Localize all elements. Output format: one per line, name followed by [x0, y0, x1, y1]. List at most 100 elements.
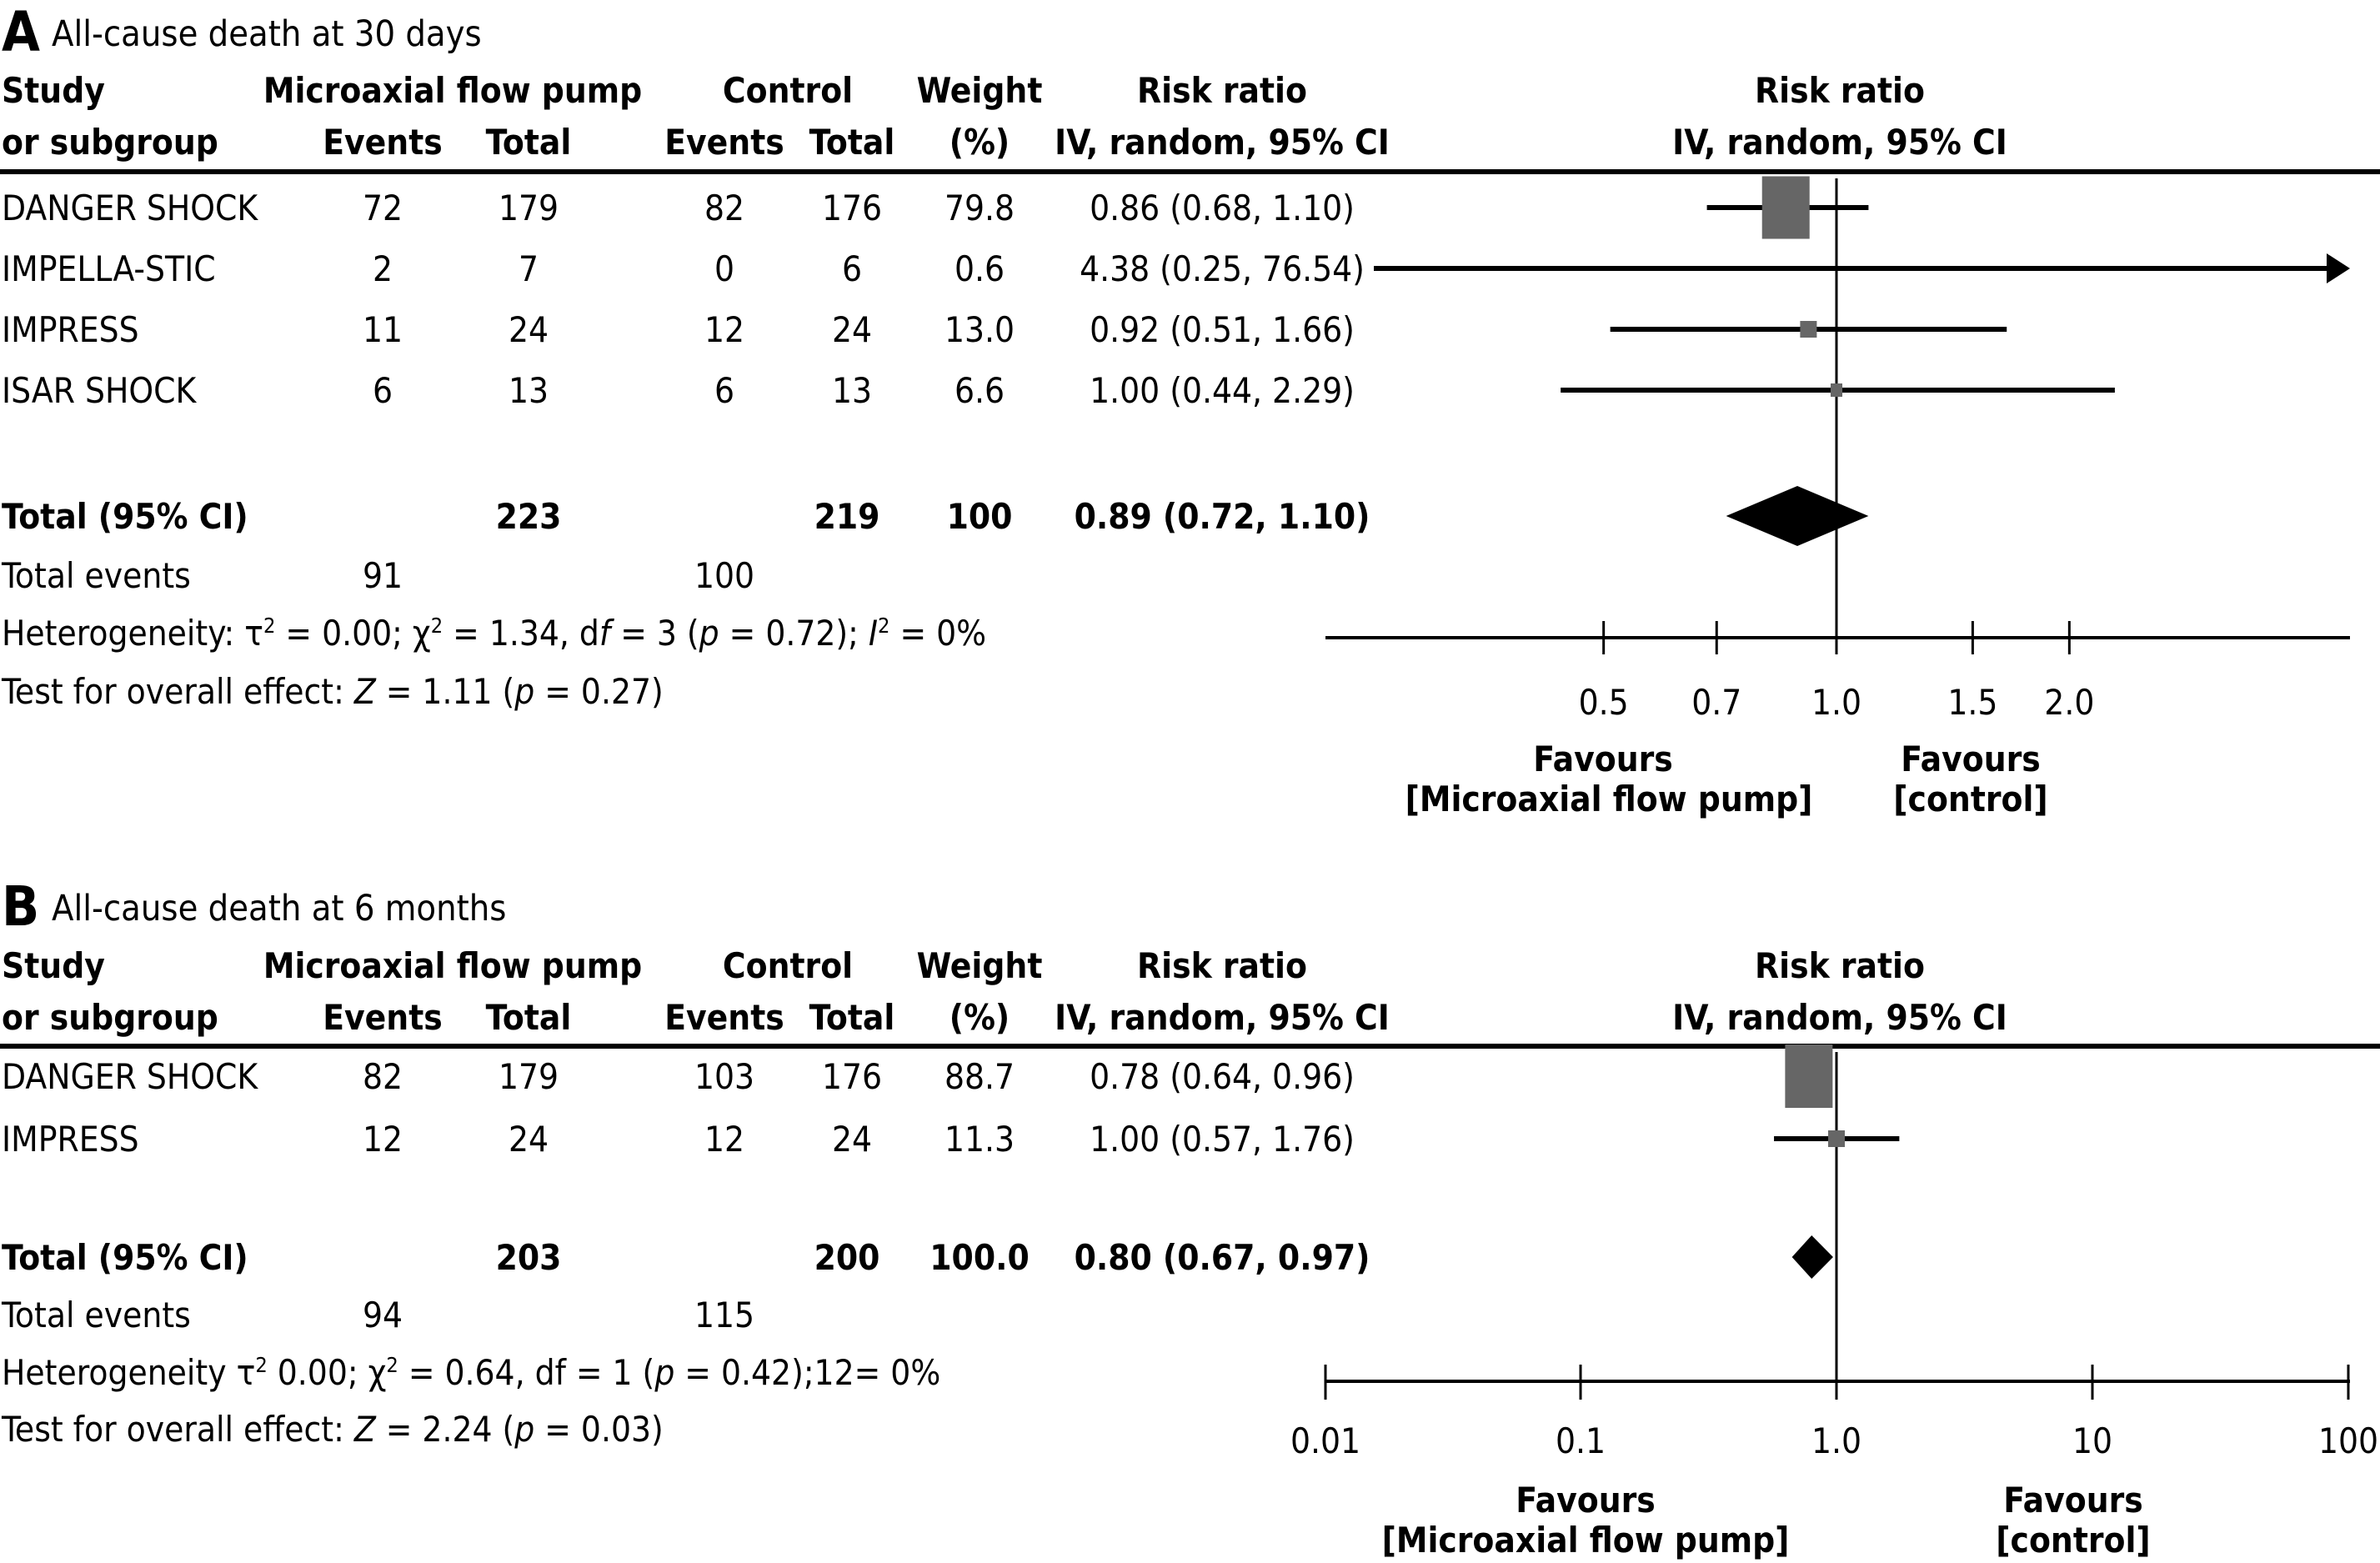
study-name: IMPRESS	[2, 309, 139, 350]
header-weight-unit: (%)	[949, 997, 1010, 1038]
overall-effect: Test for overall effect: Z = 2.24 (p = 0…	[2, 1409, 664, 1450]
header-ctrl-events: Events	[664, 122, 784, 163]
header-control-group: Control	[722, 70, 854, 111]
study-name: IMPRESS	[2, 1119, 139, 1160]
pump-events: 6	[372, 370, 393, 411]
risk-ratio-ci: 4.38 (0.25, 76.54)	[1080, 248, 1365, 289]
x-axis-tick-label: 0.1	[1555, 1420, 1606, 1461]
study-weight-square	[1800, 321, 1817, 338]
x-axis-tick-label: 0.01	[1290, 1420, 1361, 1461]
ctrl-total: 176	[821, 1056, 883, 1097]
study-name: IMPELLA-STIC	[2, 248, 216, 289]
pump-total: 7	[518, 248, 539, 289]
total-events-pump: 91	[362, 555, 403, 596]
weight: 0.6	[954, 248, 1005, 289]
risk-ratio-ci: 1.00 (0.57, 1.76)	[1090, 1119, 1355, 1160]
pooled-estimate-diamond	[1791, 1235, 1833, 1279]
study-name: ISAR SHOCK	[2, 370, 197, 411]
header-pump-total: Total	[485, 122, 572, 163]
header-risk-ratio-method: IV, random, 95% CI	[1055, 997, 1390, 1038]
header-pump-group: Microaxial flow pump	[263, 70, 643, 111]
total-weight: 100.0	[929, 1237, 1030, 1278]
ctrl-events: 82	[704, 188, 745, 228]
total-label: Total (95% CI)	[2, 496, 248, 537]
header-subgroup: or subgroup	[2, 122, 218, 163]
x-axis-tick-label: 10	[2072, 1420, 2113, 1461]
total-rr: 0.89 (0.72, 1.10)	[1074, 496, 1370, 537]
x-axis-tick-label: 1.0	[1811, 1420, 1862, 1461]
total-events-ctrl: 100	[694, 555, 755, 596]
pump-total: 13	[508, 370, 549, 411]
study-weight-square	[1831, 383, 1842, 397]
pump-total: 24	[508, 1119, 549, 1160]
pump-events: 2	[372, 248, 393, 289]
header-plot-risk-ratio: Risk ratio	[1755, 945, 1925, 986]
header-ctrl-total: Total	[809, 997, 895, 1038]
favours-left-line1: Favours	[1516, 1480, 1656, 1520]
pump-events: 72	[362, 188, 403, 228]
weight: 13.0	[944, 309, 1015, 350]
favours-right-line2: [control]	[1893, 779, 2048, 819]
header-ctrl-total: Total	[809, 122, 895, 163]
ctrl-events: 0	[714, 248, 735, 289]
pump-total: 24	[508, 309, 549, 350]
risk-ratio-ci: 1.00 (0.44, 2.29)	[1090, 370, 1355, 411]
x-axis-tick-label: 1.5	[1947, 682, 1998, 723]
ctrl-events: 12	[704, 309, 745, 350]
weight: 11.3	[944, 1119, 1015, 1160]
total-events-ctrl: 115	[694, 1295, 755, 1335]
header-subgroup: or subgroup	[2, 997, 218, 1038]
risk-ratio-ci: 0.78 (0.64, 0.96)	[1090, 1056, 1355, 1097]
header-pump-events: Events	[323, 122, 443, 163]
header-risk-ratio: Risk ratio	[1137, 945, 1307, 986]
ctrl-events: 103	[694, 1056, 755, 1097]
study-weight-square	[1828, 1130, 1845, 1147]
header-control-group: Control	[722, 945, 854, 986]
total-events-pump: 94	[362, 1295, 403, 1335]
header-weight: Weight	[916, 70, 1043, 111]
x-axis-tick-label: 0.5	[1578, 682, 1629, 723]
favours-right-line1: Favours	[2003, 1480, 2143, 1520]
header-plot-risk-ratio: Risk ratio	[1755, 70, 1925, 111]
total-label: Total (95% CI)	[2, 1237, 248, 1278]
x-axis-tick-label: 1.0	[1811, 682, 1862, 723]
ctrl-total: 24	[831, 309, 873, 350]
x-axis-tick-label: 0.7	[1691, 682, 1742, 723]
pooled-estimate-diamond	[1726, 486, 1869, 546]
x-axis-tick-label: 100	[2317, 1420, 2379, 1461]
favours-right-line1: Favours	[1901, 739, 2041, 779]
header-weight-unit: (%)	[949, 122, 1010, 163]
pump-total: 179	[498, 188, 559, 228]
header-risk-ratio: Risk ratio	[1137, 70, 1307, 111]
pump-events: 82	[362, 1056, 403, 1097]
header-weight: Weight	[916, 945, 1043, 986]
panel-title: All-cause death at 6 months	[52, 888, 507, 929]
ctrl-total: 24	[831, 1119, 873, 1160]
heterogeneity: Heterogeneity τ2 0.00; χ2 = 0.64, df = 1…	[2, 1352, 941, 1393]
x-axis-tick-label: 2.0	[2044, 682, 2095, 723]
total-events-label: Total events	[2, 555, 191, 596]
panel-letter: A	[2, 0, 40, 64]
ctrl-total: 13	[831, 370, 873, 411]
pump-total: 179	[498, 1056, 559, 1097]
total-rr: 0.80 (0.67, 0.97)	[1074, 1237, 1370, 1278]
risk-ratio-ci: 0.92 (0.51, 1.66)	[1090, 309, 1355, 350]
total-ctrl: 219	[814, 496, 880, 537]
ctrl-events: 6	[714, 370, 735, 411]
ctrl-total: 6	[841, 248, 863, 289]
total-ctrl: 200	[814, 1237, 880, 1278]
total-weight: 100	[946, 496, 1013, 537]
header-pump-events: Events	[323, 997, 443, 1038]
panel-title: All-cause death at 30 days	[52, 13, 482, 55]
study-weight-square	[1785, 1045, 1833, 1108]
total-events-label: Total events	[2, 1295, 191, 1335]
overall-effect: Test for overall effect: Z = 1.11 (p = 0…	[2, 671, 664, 712]
header-pump-group: Microaxial flow pump	[263, 945, 643, 986]
header-study: Study	[2, 70, 105, 111]
panel-letter: B	[2, 874, 40, 939]
weight: 88.7	[944, 1056, 1015, 1097]
header-ctrl-events: Events	[664, 997, 784, 1038]
risk-ratio-ci: 0.86 (0.68, 1.10)	[1090, 188, 1355, 228]
ctrl-total: 176	[821, 188, 883, 228]
